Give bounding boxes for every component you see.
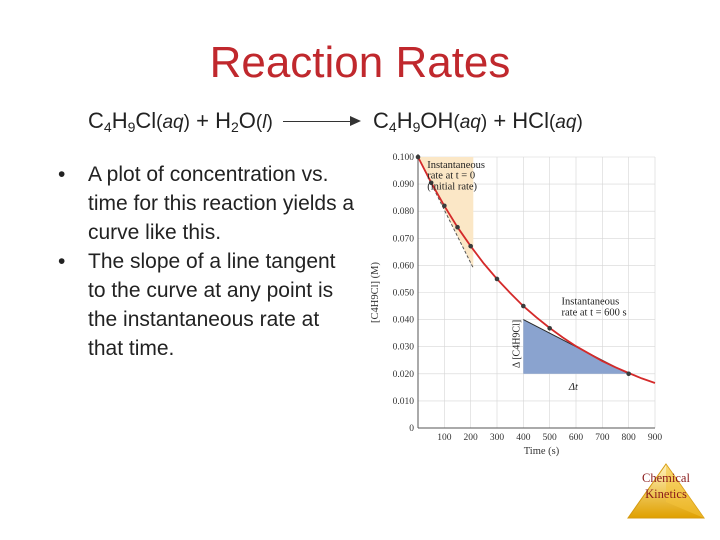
x-tick-label: 600 (569, 433, 584, 443)
y-tick-label: 0.030 (393, 343, 415, 353)
x-tick-label: 200 (464, 433, 479, 443)
annotation-initial-line3: (initial rate) (427, 182, 477, 193)
data-point (468, 243, 473, 249)
annotation-initial-line2: rate at t = 0 (427, 171, 475, 182)
y-tick-label: 0.010 (393, 397, 415, 407)
reactant-1: C4H9Cl(aq) (88, 108, 190, 135)
data-point (415, 154, 421, 160)
data-point (547, 325, 552, 331)
y-tick-label: 0.100 (393, 153, 415, 163)
bullet-item: • A plot of concentration vs. time for th… (58, 160, 358, 247)
y-tick-label: 0.070 (393, 234, 415, 244)
initial-rate-triangle (418, 157, 474, 269)
y-tick-label: 0.060 (393, 261, 415, 271)
y-axis-title: [C4H9Cl] (M) (370, 262, 381, 323)
x-tick-label: 500 (543, 433, 558, 443)
slide-title: Reaction Rates (209, 38, 511, 87)
data-point (521, 303, 526, 309)
delta-concentration-label: Δ [C4H9Cl] (511, 320, 522, 368)
bullet-list: • A plot of concentration vs. time for th… (58, 160, 358, 363)
x-tick-label: 100 (437, 433, 452, 443)
data-point (442, 203, 447, 209)
y-tick-label: 0.080 (393, 207, 415, 217)
bullet-icon: • (58, 163, 66, 186)
x-axis-title: Time (s) (524, 446, 560, 457)
concentration-time-chart: 0.100 0.090 0.080 0.070 0.060 0.050 0.040 0.030… (370, 153, 663, 457)
data-point (455, 224, 460, 230)
plus-sign: + (196, 108, 209, 133)
x-tick-label: 400 (516, 433, 531, 443)
annotation-initial-line1: Instantaneous (427, 160, 485, 171)
x-tick-label: 300 (490, 433, 505, 443)
bullet-icon: • (58, 250, 66, 273)
reaction-arrow-icon (282, 115, 361, 129)
delta-time-label: Δt (568, 382, 579, 393)
x-tick-label: 900 (648, 433, 663, 443)
y-tick-label: 0.090 (393, 180, 415, 190)
annotation-600-line2: rate at t = 600 s (562, 308, 627, 319)
x-tick-label: 800 (622, 433, 637, 443)
x-tick-label: 700 (595, 433, 610, 443)
product-1: C4H9OH(aq) (373, 108, 488, 135)
data-point (428, 180, 434, 186)
y-tick-label: 0.050 (393, 289, 415, 299)
y-tick-label: 0.020 (393, 370, 415, 380)
logo-text: Chemical Kinetics (642, 471, 690, 501)
product-2: HCl(aq) (512, 108, 583, 133)
data-point (626, 371, 631, 377)
y-tick-label: 0.040 (393, 316, 415, 326)
reactant-2: H2O(l) (215, 108, 273, 135)
reaction-equation: C4H9Cl(aq) + H2O(l) C4H9OH(aq) + HCl(aq) (88, 108, 583, 134)
data-point (494, 276, 500, 282)
chemical-kinetics-logo (627, 463, 705, 519)
y-tick-label: 0 (409, 424, 414, 434)
bullet-item: • The slope of a line tangent to the curv… (58, 247, 358, 363)
annotation-600-line1: Instantaneous (562, 297, 620, 308)
plus-sign: + (493, 108, 507, 133)
